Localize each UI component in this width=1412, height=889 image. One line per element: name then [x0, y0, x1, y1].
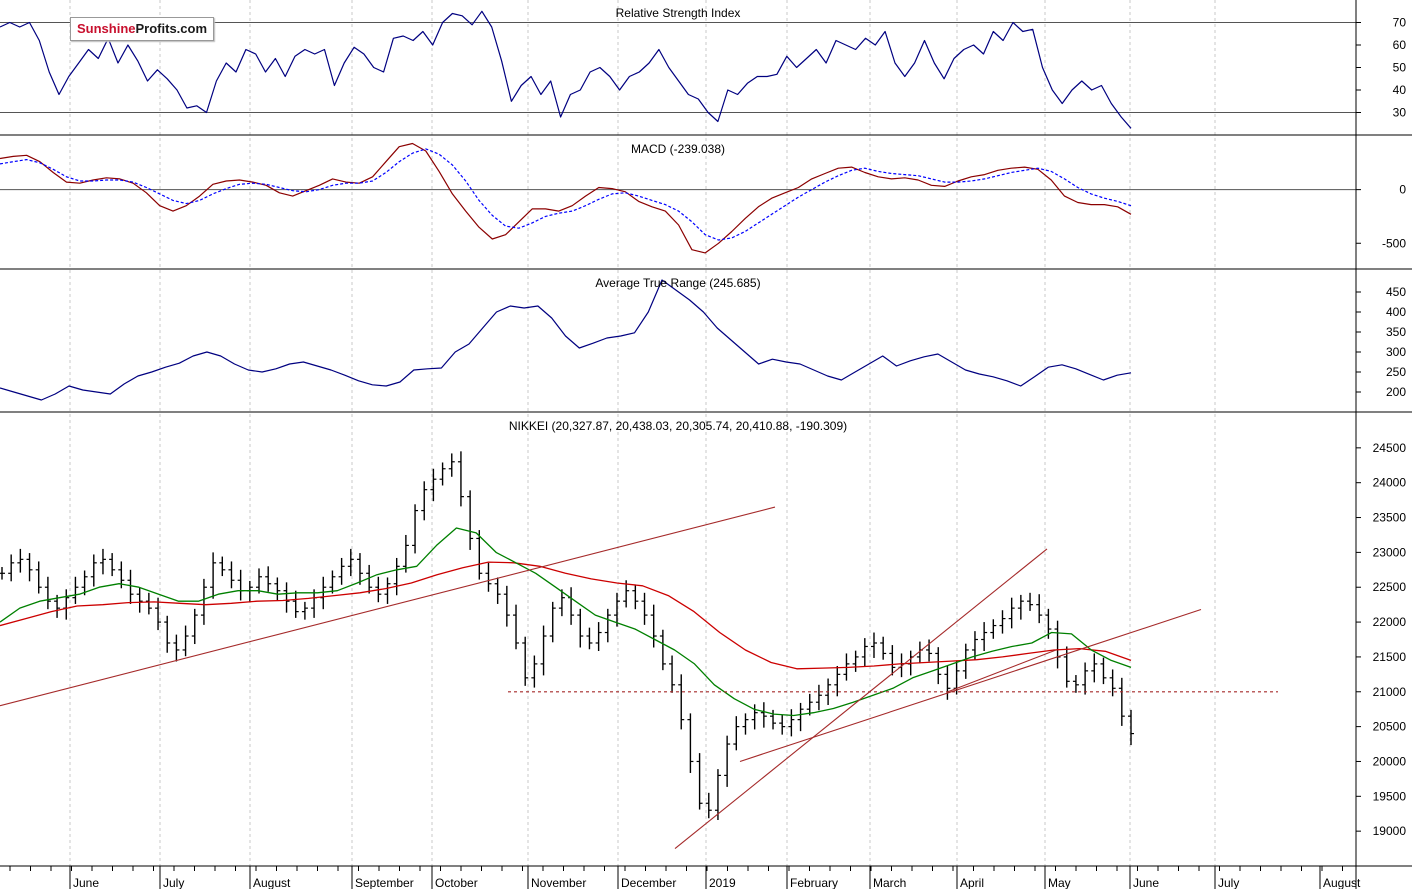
y-tick-label: 23000 [1373, 545, 1407, 559]
trend-line [674, 548, 1048, 850]
sunshine-profits-logo: SunshineProfits.com [70, 17, 215, 41]
logo-part1: Sunshine [77, 21, 136, 36]
y-tick-label: 250 [1386, 365, 1406, 379]
panel-title: MACD (-239.038) [631, 142, 725, 156]
x-tick-label: October [435, 876, 478, 889]
rsi-series-line [0, 10, 1132, 129]
x-tick-label: May [1048, 876, 1071, 889]
y-tick-label: 24000 [1373, 476, 1407, 490]
y-tick-label: 21000 [1373, 685, 1407, 699]
y-tick-label: 400 [1386, 305, 1406, 319]
trend-line [0, 506, 776, 707]
y-tick-label: 350 [1386, 325, 1406, 339]
y-tick-label: 40 [1393, 83, 1407, 97]
panel-title: NIKKEI (20,327.87, 20,438.03, 20,305.74,… [509, 419, 847, 433]
y-tick-label: 20500 [1373, 720, 1407, 734]
logo-part2: Profits.com [135, 21, 208, 36]
x-tick-label: July [1218, 876, 1239, 889]
y-tick-label: 22500 [1373, 580, 1407, 594]
x-tick-label: February [790, 876, 838, 889]
y-tick-label: 50 [1393, 61, 1407, 75]
x-tick-label: November [531, 876, 586, 889]
y-tick-label: 60 [1393, 38, 1407, 52]
y-tick-label: 200 [1386, 385, 1406, 399]
moving-average-green [0, 527, 1132, 717]
y-tick-label: 450 [1386, 285, 1406, 299]
x-tick-label: July [163, 876, 184, 889]
x-tick-label: June [73, 876, 99, 889]
y-tick-label: 300 [1386, 345, 1406, 359]
y-tick-label: 19500 [1373, 789, 1407, 803]
x-tick-label: August [1323, 876, 1361, 889]
x-tick-label: December [621, 876, 676, 889]
moving-average-red [0, 561, 1132, 670]
y-tick-label: 19000 [1373, 824, 1407, 838]
x-tick-label: April [960, 876, 984, 889]
y-tick-label: 20000 [1373, 754, 1407, 768]
atr-series-line [0, 279, 1132, 401]
y-tick-label: 24500 [1373, 441, 1407, 455]
x-tick-label: September [355, 876, 414, 889]
x-tick-label: August [253, 876, 291, 889]
trend-line [947, 649, 1057, 693]
panel-title: Average True Range (245.685) [595, 276, 760, 290]
y-tick-label: 0 [1399, 183, 1406, 197]
y-tick-label: 30 [1393, 106, 1407, 120]
y-tick-label: 70 [1393, 16, 1407, 30]
y-tick-label: 23500 [1373, 511, 1407, 525]
trend-line [739, 609, 1202, 762]
macd-series-line [0, 142, 1132, 254]
y-tick-label: 21500 [1373, 650, 1407, 664]
panel-title: Relative Strength Index [616, 6, 741, 20]
x-tick-label: June [1133, 876, 1159, 889]
x-tick-label: 2019 [709, 876, 736, 889]
macd-series-line [0, 148, 1132, 241]
y-tick-label: -500 [1382, 236, 1406, 250]
x-tick-label: March [873, 876, 906, 889]
y-tick-label: 22000 [1373, 615, 1407, 629]
